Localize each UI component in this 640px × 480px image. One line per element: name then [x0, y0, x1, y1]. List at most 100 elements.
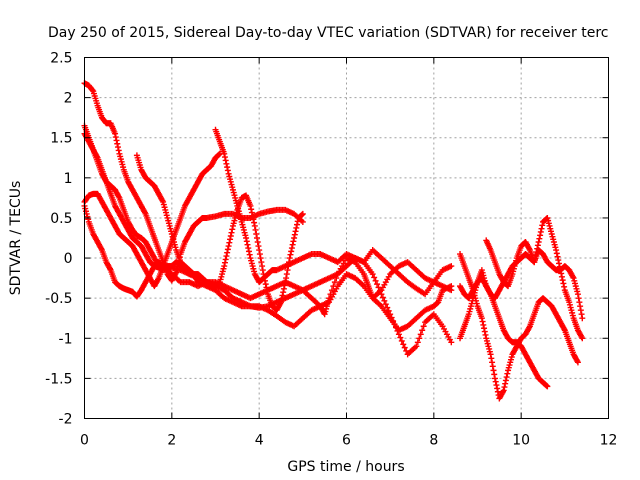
- data-point: [222, 256, 229, 263]
- data-point: [256, 251, 263, 258]
- data-point: [576, 299, 583, 306]
- data-points: [81, 80, 586, 402]
- data-point: [491, 371, 498, 378]
- data-point: [114, 144, 121, 151]
- data-point: [246, 251, 253, 258]
- data-point: [575, 295, 582, 302]
- data-point: [478, 315, 485, 322]
- data-point: [537, 232, 544, 239]
- y-tick-label: -0.5: [45, 291, 72, 307]
- x-axis-label: GPS time / hours: [287, 459, 404, 475]
- y-tick-label: -2: [59, 412, 73, 428]
- data-point: [115, 147, 122, 154]
- data-point: [288, 245, 295, 252]
- data-point: [487, 351, 494, 358]
- data-point: [222, 157, 229, 164]
- data-point: [223, 253, 230, 260]
- data-point: [481, 328, 488, 335]
- data-point: [559, 277, 566, 284]
- data-point: [251, 222, 258, 229]
- data-point: [494, 385, 501, 392]
- axis-ticks: [84, 57, 609, 419]
- data-point: [553, 250, 560, 257]
- data-point: [299, 210, 306, 217]
- data-point: [500, 387, 507, 394]
- data-point: [226, 239, 233, 246]
- data-point: [397, 334, 404, 341]
- data-point: [489, 359, 496, 366]
- data-point: [534, 242, 541, 249]
- data-point: [537, 228, 544, 235]
- data-point: [488, 355, 495, 362]
- data-point: [482, 331, 489, 338]
- data-point: [401, 344, 408, 351]
- data-point: [554, 253, 561, 260]
- data-point: [223, 160, 230, 167]
- data-point: [574, 359, 581, 366]
- data-point: [253, 230, 260, 237]
- data-point: [400, 341, 407, 348]
- data-point: [244, 241, 251, 248]
- data-point: [224, 246, 231, 253]
- y-tick-label: -1: [59, 331, 73, 347]
- data-point: [535, 239, 542, 246]
- data-point: [245, 245, 252, 252]
- data-point: [257, 255, 264, 262]
- data-point: [481, 325, 488, 332]
- data-point: [577, 303, 584, 310]
- data-point: [299, 218, 306, 225]
- data-point: [382, 301, 389, 308]
- data-point: [292, 228, 299, 235]
- data-point: [417, 331, 424, 338]
- data-point: [503, 374, 510, 381]
- data-point: [553, 247, 560, 254]
- data-point: [294, 221, 301, 228]
- data-point: [225, 243, 232, 250]
- data-point: [247, 202, 254, 209]
- data-point: [374, 281, 381, 288]
- x-tick-label: 4: [255, 433, 264, 449]
- data-point: [250, 216, 257, 223]
- data-point: [333, 275, 340, 282]
- y-tick-label: 2.5: [50, 51, 72, 67]
- data-point: [369, 271, 376, 278]
- data-point: [286, 255, 293, 262]
- data-point: [249, 212, 256, 219]
- data-point: [113, 137, 120, 144]
- data-point: [502, 377, 509, 384]
- data-point: [259, 267, 266, 274]
- data-point: [248, 206, 255, 213]
- data-point: [224, 164, 231, 171]
- y-tick-label: 0.5: [50, 211, 72, 227]
- x-tick-label: 2: [167, 433, 176, 449]
- x-tick-label: 8: [429, 433, 438, 449]
- data-point: [224, 249, 231, 256]
- data-point: [229, 226, 236, 233]
- data-point: [248, 209, 255, 216]
- data-point: [381, 297, 388, 304]
- data-point: [504, 370, 511, 377]
- x-tick-label: 10: [512, 433, 530, 449]
- data-point: [243, 235, 250, 241]
- data-point: [89, 87, 96, 94]
- data-point: [114, 140, 121, 147]
- data-point: [448, 339, 455, 346]
- data-point: [259, 263, 266, 270]
- chart-title: Day 250 of 2015, Sidereal Day-to-day VTE…: [48, 25, 608, 41]
- data-point: [331, 279, 338, 286]
- data-point: [258, 259, 265, 266]
- data-point: [489, 363, 496, 370]
- data-point: [289, 241, 296, 248]
- data-point: [228, 229, 235, 236]
- data-point: [224, 167, 231, 174]
- x-tick-label: 6: [342, 433, 351, 449]
- data-point: [494, 388, 501, 395]
- data-point: [283, 275, 290, 282]
- y-tick-labels: -2 -1.5 -1 -0.5 0 0.5 1 1.5 2 2.5: [45, 51, 72, 428]
- data-point: [501, 384, 508, 391]
- data-point: [558, 273, 565, 280]
- y-tick-label: 0: [64, 251, 73, 267]
- data-point: [251, 219, 258, 226]
